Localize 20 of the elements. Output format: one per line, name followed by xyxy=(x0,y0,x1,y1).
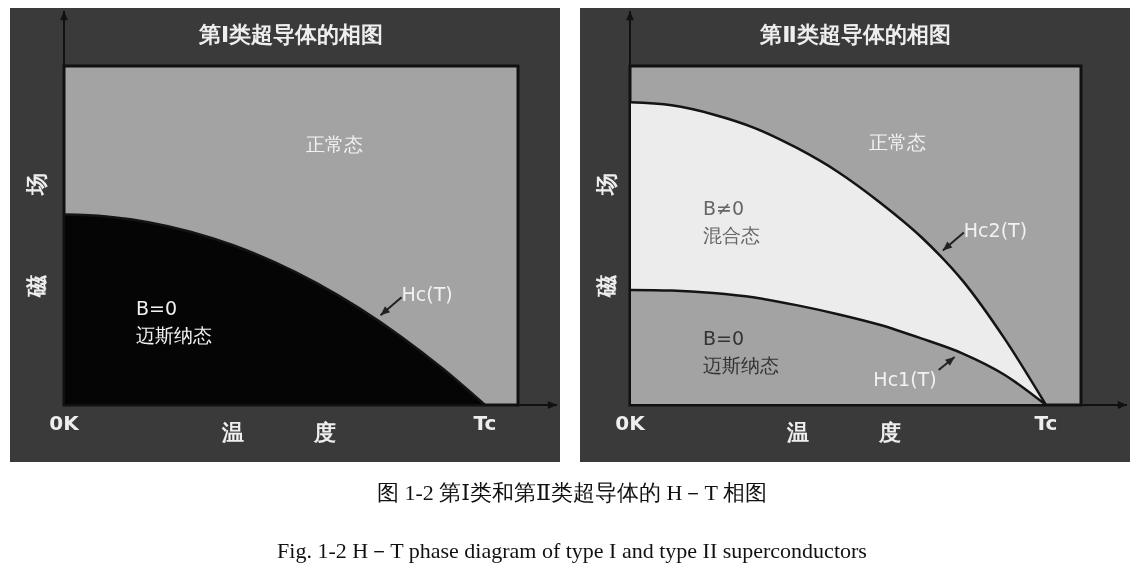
annotation: B≠0 混合态 xyxy=(703,197,760,246)
text: 正常态 xyxy=(305,133,363,155)
x-tick-label: Tc xyxy=(473,411,497,435)
annotation: 正常态 xyxy=(868,131,926,153)
x-axis-title: 温度 xyxy=(785,420,971,445)
y-axis-title: 磁场 xyxy=(23,93,49,298)
caption: Fig. 1-2 H－T phase diagram of type I and type II superconductors xyxy=(277,538,867,563)
x-tick-label: 0K xyxy=(615,411,647,435)
annotation: B=0 迈斯纳态 xyxy=(703,327,779,376)
x-tick-label: 0K xyxy=(49,411,81,435)
x-tick-label: Tc xyxy=(1034,411,1058,435)
legend-label: Hc(T) xyxy=(401,283,453,306)
chart-title: 第Ⅱ类超导体的相图 xyxy=(759,22,951,47)
x-axis-title: 温度 xyxy=(221,420,406,445)
y-axis-title: 磁场 xyxy=(593,93,619,298)
chart-title: 第Ⅰ类超导体的相图 xyxy=(197,22,384,47)
series-label: Hc1(T) xyxy=(873,368,937,391)
caption: 图 1-2 第Ⅰ类和第Ⅱ类超导体的 H－T 相图 xyxy=(377,480,767,505)
annotation: B=0 迈斯纳态 xyxy=(136,297,212,346)
legend-label: Hc2(T) xyxy=(963,218,1028,241)
